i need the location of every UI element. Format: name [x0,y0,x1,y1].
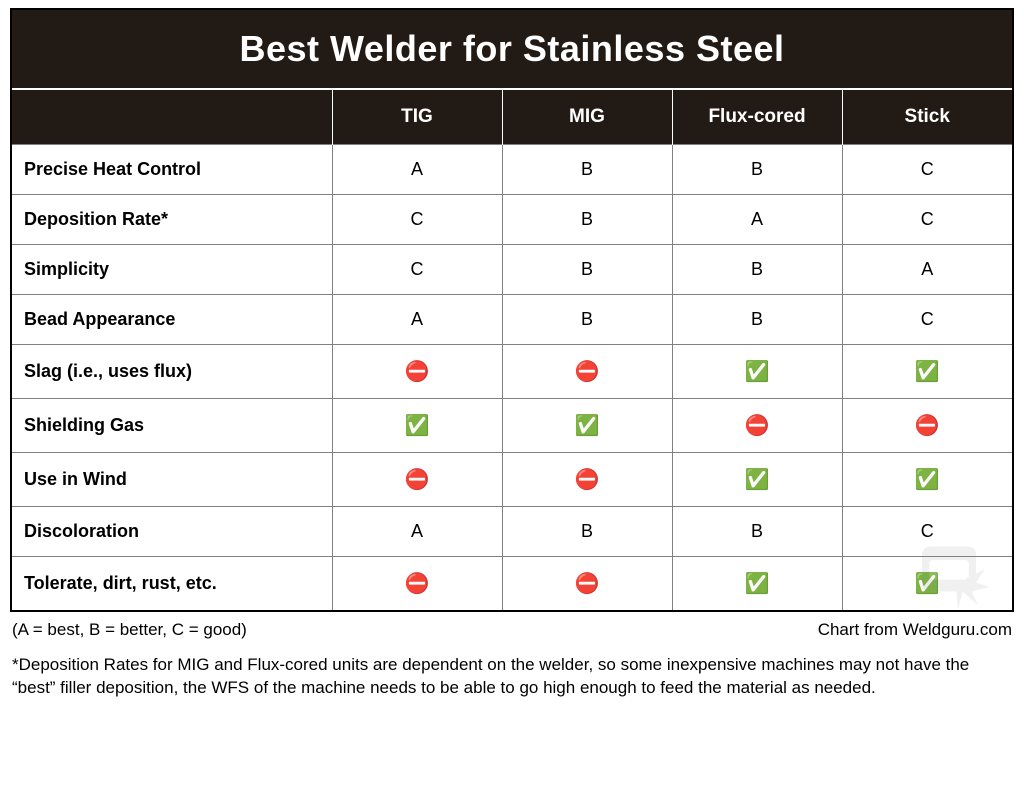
table-cell: C [332,195,502,245]
comparison-table: TIGMIGFlux-coredStick Precise Heat Contr… [12,88,1012,610]
table-row: DiscolorationABBC [12,507,1012,557]
table-body: Precise Heat ControlABBCDeposition Rate*… [12,145,1012,611]
table-cell: B [502,145,672,195]
no-entry-icon: ⛔ [745,413,770,438]
table-cell: ⛔ [842,399,1012,453]
table-cell: ⛔ [502,557,672,611]
row-label: Tolerate, dirt, rust, etc. [12,557,332,611]
table-cell: B [502,195,672,245]
footer-row: (A = best, B = better, C = good) Chart f… [12,620,1012,640]
check-icon: ✅ [915,467,940,492]
no-entry-icon: ⛔ [405,467,430,492]
column-header-empty [12,89,332,145]
chart-credit: Chart from Weldguru.com [818,620,1012,640]
table-cell: B [502,507,672,557]
check-icon: ✅ [745,359,770,384]
legend-text: (A = best, B = better, C = good) [12,620,247,640]
table-cell: ⛔ [502,453,672,507]
table-cell: ✅ [672,345,842,399]
table-row: Slag (i.e., uses flux) ⛔ ⛔ ✅ ✅ [12,345,1012,399]
no-entry-icon: ⛔ [915,413,940,438]
table-cell: ✅ [672,453,842,507]
row-label: Simplicity [12,245,332,295]
table-cell: B [672,295,842,345]
table-cell: B [672,245,842,295]
table-cell: ⛔ [672,399,842,453]
no-entry-icon: ⛔ [575,359,600,384]
row-label: Deposition Rate* [12,195,332,245]
table-cell: ⛔ [332,345,502,399]
check-icon: ✅ [745,467,770,492]
table-cell: B [672,145,842,195]
table-cell: C [842,195,1012,245]
table-row: Precise Heat ControlABBC [12,145,1012,195]
column-header-tig: TIG [332,89,502,145]
table-row: Shielding Gas ✅ ✅ ⛔ ⛔ [12,399,1012,453]
row-label: Slag (i.e., uses flux) [12,345,332,399]
table-row: Tolerate, dirt, rust, etc. ⛔ ⛔ ✅ ✅ [12,557,1012,611]
table-cell: A [672,195,842,245]
check-icon: ✅ [405,413,430,438]
column-header-mig: MIG [502,89,672,145]
table-cell: C [842,145,1012,195]
check-icon: ✅ [915,359,940,384]
check-icon: ✅ [915,571,940,596]
no-entry-icon: ⛔ [575,571,600,596]
table-cell: ⛔ [332,557,502,611]
row-label: Precise Heat Control [12,145,332,195]
table-cell: B [502,295,672,345]
check-icon: ✅ [575,413,600,438]
table-cell: B [672,507,842,557]
table-cell: ⛔ [502,345,672,399]
table-cell: C [332,245,502,295]
row-label: Use in Wind [12,453,332,507]
table-cell: C [842,295,1012,345]
table-cell: A [332,295,502,345]
table-cell: ⛔ [332,453,502,507]
table-cell: B [502,245,672,295]
row-label: Bead Appearance [12,295,332,345]
row-label: Discoloration [12,507,332,557]
no-entry-icon: ⛔ [405,359,430,384]
column-header-flux-cored: Flux-cored [672,89,842,145]
table-cell: ✅ [842,345,1012,399]
table-row: Bead AppearanceABBC [12,295,1012,345]
table-row: Deposition Rate*CBAC [12,195,1012,245]
chart-title: Best Welder for Stainless Steel [12,10,1012,88]
check-icon: ✅ [745,571,770,596]
table-row: SimplicityCBBA [12,245,1012,295]
table-cell: A [842,245,1012,295]
table-cell: ✅ [332,399,502,453]
row-label: Shielding Gas [12,399,332,453]
table-cell: ✅ [842,557,1012,611]
table-cell: ✅ [672,557,842,611]
no-entry-icon: ⛔ [405,571,430,596]
table-cell: ✅ [502,399,672,453]
table-cell: C [842,507,1012,557]
column-header-stick: Stick [842,89,1012,145]
chart-container: Best Welder for Stainless Steel TIGMIGFl… [10,8,1014,612]
table-cell: ✅ [842,453,1012,507]
no-entry-icon: ⛔ [575,467,600,492]
table-row: Use in Wind ⛔ ⛔ ✅ ✅ [12,453,1012,507]
table-header: TIGMIGFlux-coredStick [12,89,1012,145]
footnote-text: *Deposition Rates for MIG and Flux-cored… [12,654,1012,700]
table-cell: A [332,145,502,195]
table-cell: A [332,507,502,557]
